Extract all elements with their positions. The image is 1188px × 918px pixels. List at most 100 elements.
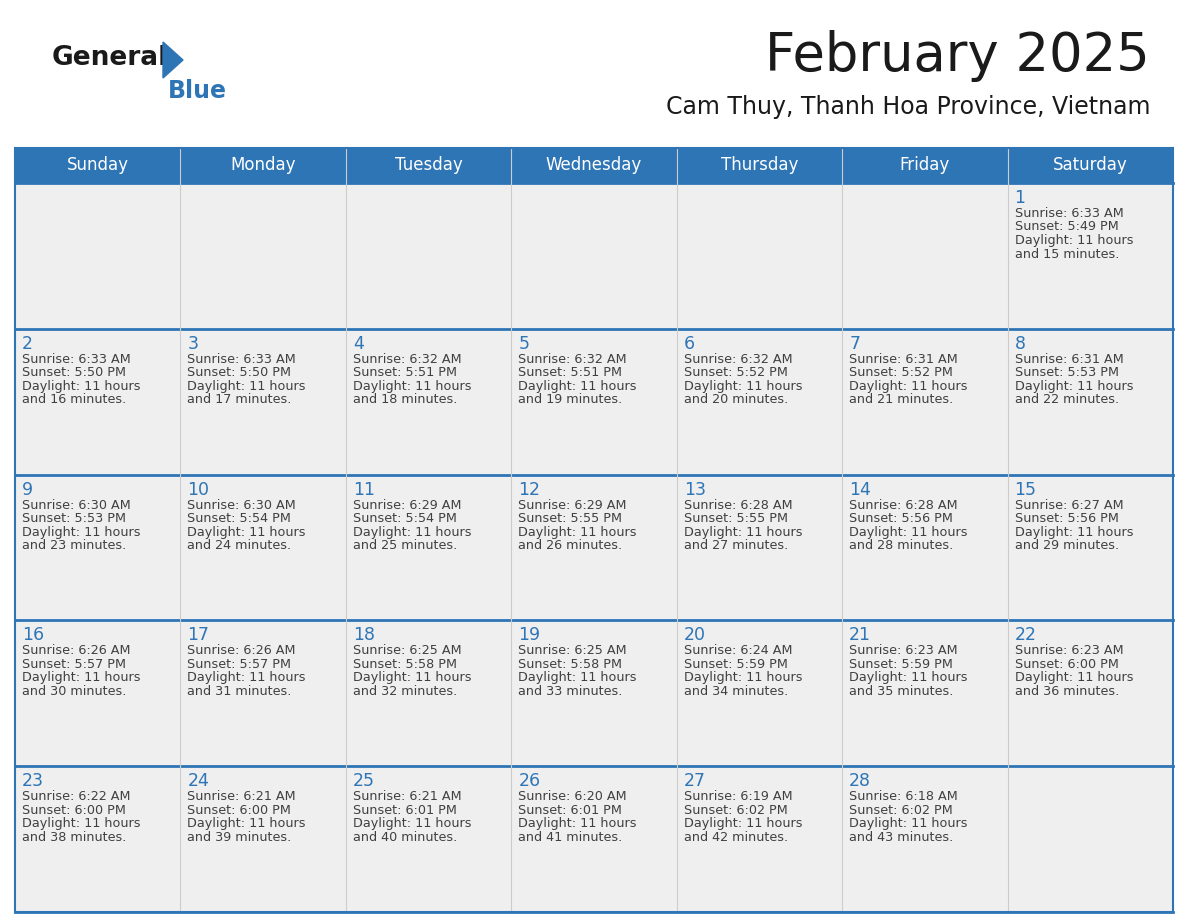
Text: Sunset: 6:00 PM: Sunset: 6:00 PM xyxy=(188,803,291,817)
Text: and 40 minutes.: and 40 minutes. xyxy=(353,831,457,844)
Text: and 23 minutes.: and 23 minutes. xyxy=(23,539,126,552)
Bar xyxy=(346,329,511,475)
Text: Sunrise: 6:21 AM: Sunrise: 6:21 AM xyxy=(188,790,296,803)
Bar xyxy=(15,148,1173,912)
Text: Wednesday: Wednesday xyxy=(545,156,643,174)
Text: 6: 6 xyxy=(684,335,695,353)
Text: Sunrise: 6:23 AM: Sunrise: 6:23 AM xyxy=(1015,644,1123,657)
Text: Daylight: 11 hours: Daylight: 11 hours xyxy=(353,817,472,830)
Text: Sunset: 5:54 PM: Sunset: 5:54 PM xyxy=(188,512,291,525)
Text: Sunrise: 6:30 AM: Sunrise: 6:30 AM xyxy=(23,498,131,511)
Text: Daylight: 11 hours: Daylight: 11 hours xyxy=(23,526,140,539)
Text: Sunrise: 6:32 AM: Sunrise: 6:32 AM xyxy=(518,353,627,365)
Bar xyxy=(181,475,346,621)
Text: Sunset: 5:57 PM: Sunset: 5:57 PM xyxy=(188,658,291,671)
Bar xyxy=(842,621,1007,767)
Text: and 17 minutes.: and 17 minutes. xyxy=(188,393,292,407)
Text: 3: 3 xyxy=(188,335,198,353)
Text: Daylight: 11 hours: Daylight: 11 hours xyxy=(684,380,802,393)
Text: Daylight: 11 hours: Daylight: 11 hours xyxy=(188,526,307,539)
Text: Sunset: 5:50 PM: Sunset: 5:50 PM xyxy=(188,366,291,379)
Text: and 36 minutes.: and 36 minutes. xyxy=(1015,685,1119,698)
Text: Daylight: 11 hours: Daylight: 11 hours xyxy=(353,380,472,393)
Text: Daylight: 11 hours: Daylight: 11 hours xyxy=(1015,671,1133,685)
Text: Sunset: 5:57 PM: Sunset: 5:57 PM xyxy=(23,658,126,671)
Bar xyxy=(511,183,677,329)
Text: Sunset: 5:55 PM: Sunset: 5:55 PM xyxy=(684,512,788,525)
Text: Sunset: 5:59 PM: Sunset: 5:59 PM xyxy=(684,658,788,671)
Text: Sunset: 5:51 PM: Sunset: 5:51 PM xyxy=(518,366,623,379)
Text: and 34 minutes.: and 34 minutes. xyxy=(684,685,788,698)
Text: 4: 4 xyxy=(353,335,364,353)
Text: Sunset: 5:54 PM: Sunset: 5:54 PM xyxy=(353,512,456,525)
Text: and 27 minutes.: and 27 minutes. xyxy=(684,539,788,552)
Bar xyxy=(346,475,511,621)
Bar xyxy=(1007,475,1173,621)
Bar xyxy=(181,767,346,912)
Text: Daylight: 11 hours: Daylight: 11 hours xyxy=(518,526,637,539)
Text: Sunrise: 6:19 AM: Sunrise: 6:19 AM xyxy=(684,790,792,803)
Text: Sunrise: 6:25 AM: Sunrise: 6:25 AM xyxy=(518,644,627,657)
Text: Sunset: 5:58 PM: Sunset: 5:58 PM xyxy=(518,658,623,671)
Text: and 39 minutes.: and 39 minutes. xyxy=(188,831,292,844)
Bar xyxy=(346,621,511,767)
Text: 1: 1 xyxy=(1015,189,1025,207)
Text: 8: 8 xyxy=(1015,335,1025,353)
Text: and 20 minutes.: and 20 minutes. xyxy=(684,393,788,407)
Text: Sunrise: 6:33 AM: Sunrise: 6:33 AM xyxy=(1015,207,1124,220)
Text: and 15 minutes.: and 15 minutes. xyxy=(1015,248,1119,261)
Text: Sunday: Sunday xyxy=(67,156,128,174)
Bar xyxy=(15,329,181,475)
Bar xyxy=(1007,767,1173,912)
Polygon shape xyxy=(163,42,183,78)
Text: and 38 minutes.: and 38 minutes. xyxy=(23,831,126,844)
Text: Sunrise: 6:28 AM: Sunrise: 6:28 AM xyxy=(849,498,958,511)
Bar xyxy=(511,767,677,912)
Text: 25: 25 xyxy=(353,772,375,790)
Text: 7: 7 xyxy=(849,335,860,353)
Text: 10: 10 xyxy=(188,481,209,498)
Text: Sunset: 5:59 PM: Sunset: 5:59 PM xyxy=(849,658,953,671)
Text: Thursday: Thursday xyxy=(721,156,798,174)
Text: Daylight: 11 hours: Daylight: 11 hours xyxy=(353,671,472,685)
Text: Sunset: 5:49 PM: Sunset: 5:49 PM xyxy=(1015,220,1118,233)
Text: Sunrise: 6:20 AM: Sunrise: 6:20 AM xyxy=(518,790,627,803)
Bar xyxy=(181,183,346,329)
Text: Daylight: 11 hours: Daylight: 11 hours xyxy=(684,671,802,685)
Text: Daylight: 11 hours: Daylight: 11 hours xyxy=(23,671,140,685)
Bar xyxy=(346,767,511,912)
Text: Sunset: 5:56 PM: Sunset: 5:56 PM xyxy=(849,512,953,525)
Text: Daylight: 11 hours: Daylight: 11 hours xyxy=(188,380,307,393)
Bar xyxy=(1007,329,1173,475)
Text: Daylight: 11 hours: Daylight: 11 hours xyxy=(849,526,968,539)
Bar xyxy=(15,183,181,329)
Bar xyxy=(677,329,842,475)
Text: Sunrise: 6:29 AM: Sunrise: 6:29 AM xyxy=(518,498,627,511)
Text: Sunrise: 6:33 AM: Sunrise: 6:33 AM xyxy=(188,353,296,365)
Bar xyxy=(15,621,181,767)
Text: Cam Thuy, Thanh Hoa Province, Vietnam: Cam Thuy, Thanh Hoa Province, Vietnam xyxy=(665,95,1150,119)
Bar xyxy=(677,183,842,329)
Text: 24: 24 xyxy=(188,772,209,790)
Bar xyxy=(181,329,346,475)
Text: Daylight: 11 hours: Daylight: 11 hours xyxy=(684,526,802,539)
Text: Daylight: 11 hours: Daylight: 11 hours xyxy=(188,671,307,685)
Text: 26: 26 xyxy=(518,772,541,790)
Text: 28: 28 xyxy=(849,772,871,790)
Text: and 41 minutes.: and 41 minutes. xyxy=(518,831,623,844)
Text: 27: 27 xyxy=(684,772,706,790)
Bar xyxy=(15,475,181,621)
Bar xyxy=(346,183,511,329)
Text: Daylight: 11 hours: Daylight: 11 hours xyxy=(849,671,968,685)
Bar xyxy=(511,621,677,767)
Text: Daylight: 11 hours: Daylight: 11 hours xyxy=(1015,234,1133,247)
Text: Tuesday: Tuesday xyxy=(394,156,462,174)
Text: Sunset: 5:56 PM: Sunset: 5:56 PM xyxy=(1015,512,1118,525)
Bar xyxy=(511,475,677,621)
Text: Sunrise: 6:21 AM: Sunrise: 6:21 AM xyxy=(353,790,461,803)
Text: 15: 15 xyxy=(1015,481,1037,498)
Text: and 43 minutes.: and 43 minutes. xyxy=(849,831,954,844)
Text: Sunrise: 6:26 AM: Sunrise: 6:26 AM xyxy=(23,644,131,657)
Text: Sunrise: 6:18 AM: Sunrise: 6:18 AM xyxy=(849,790,958,803)
Text: Sunset: 5:53 PM: Sunset: 5:53 PM xyxy=(23,512,126,525)
